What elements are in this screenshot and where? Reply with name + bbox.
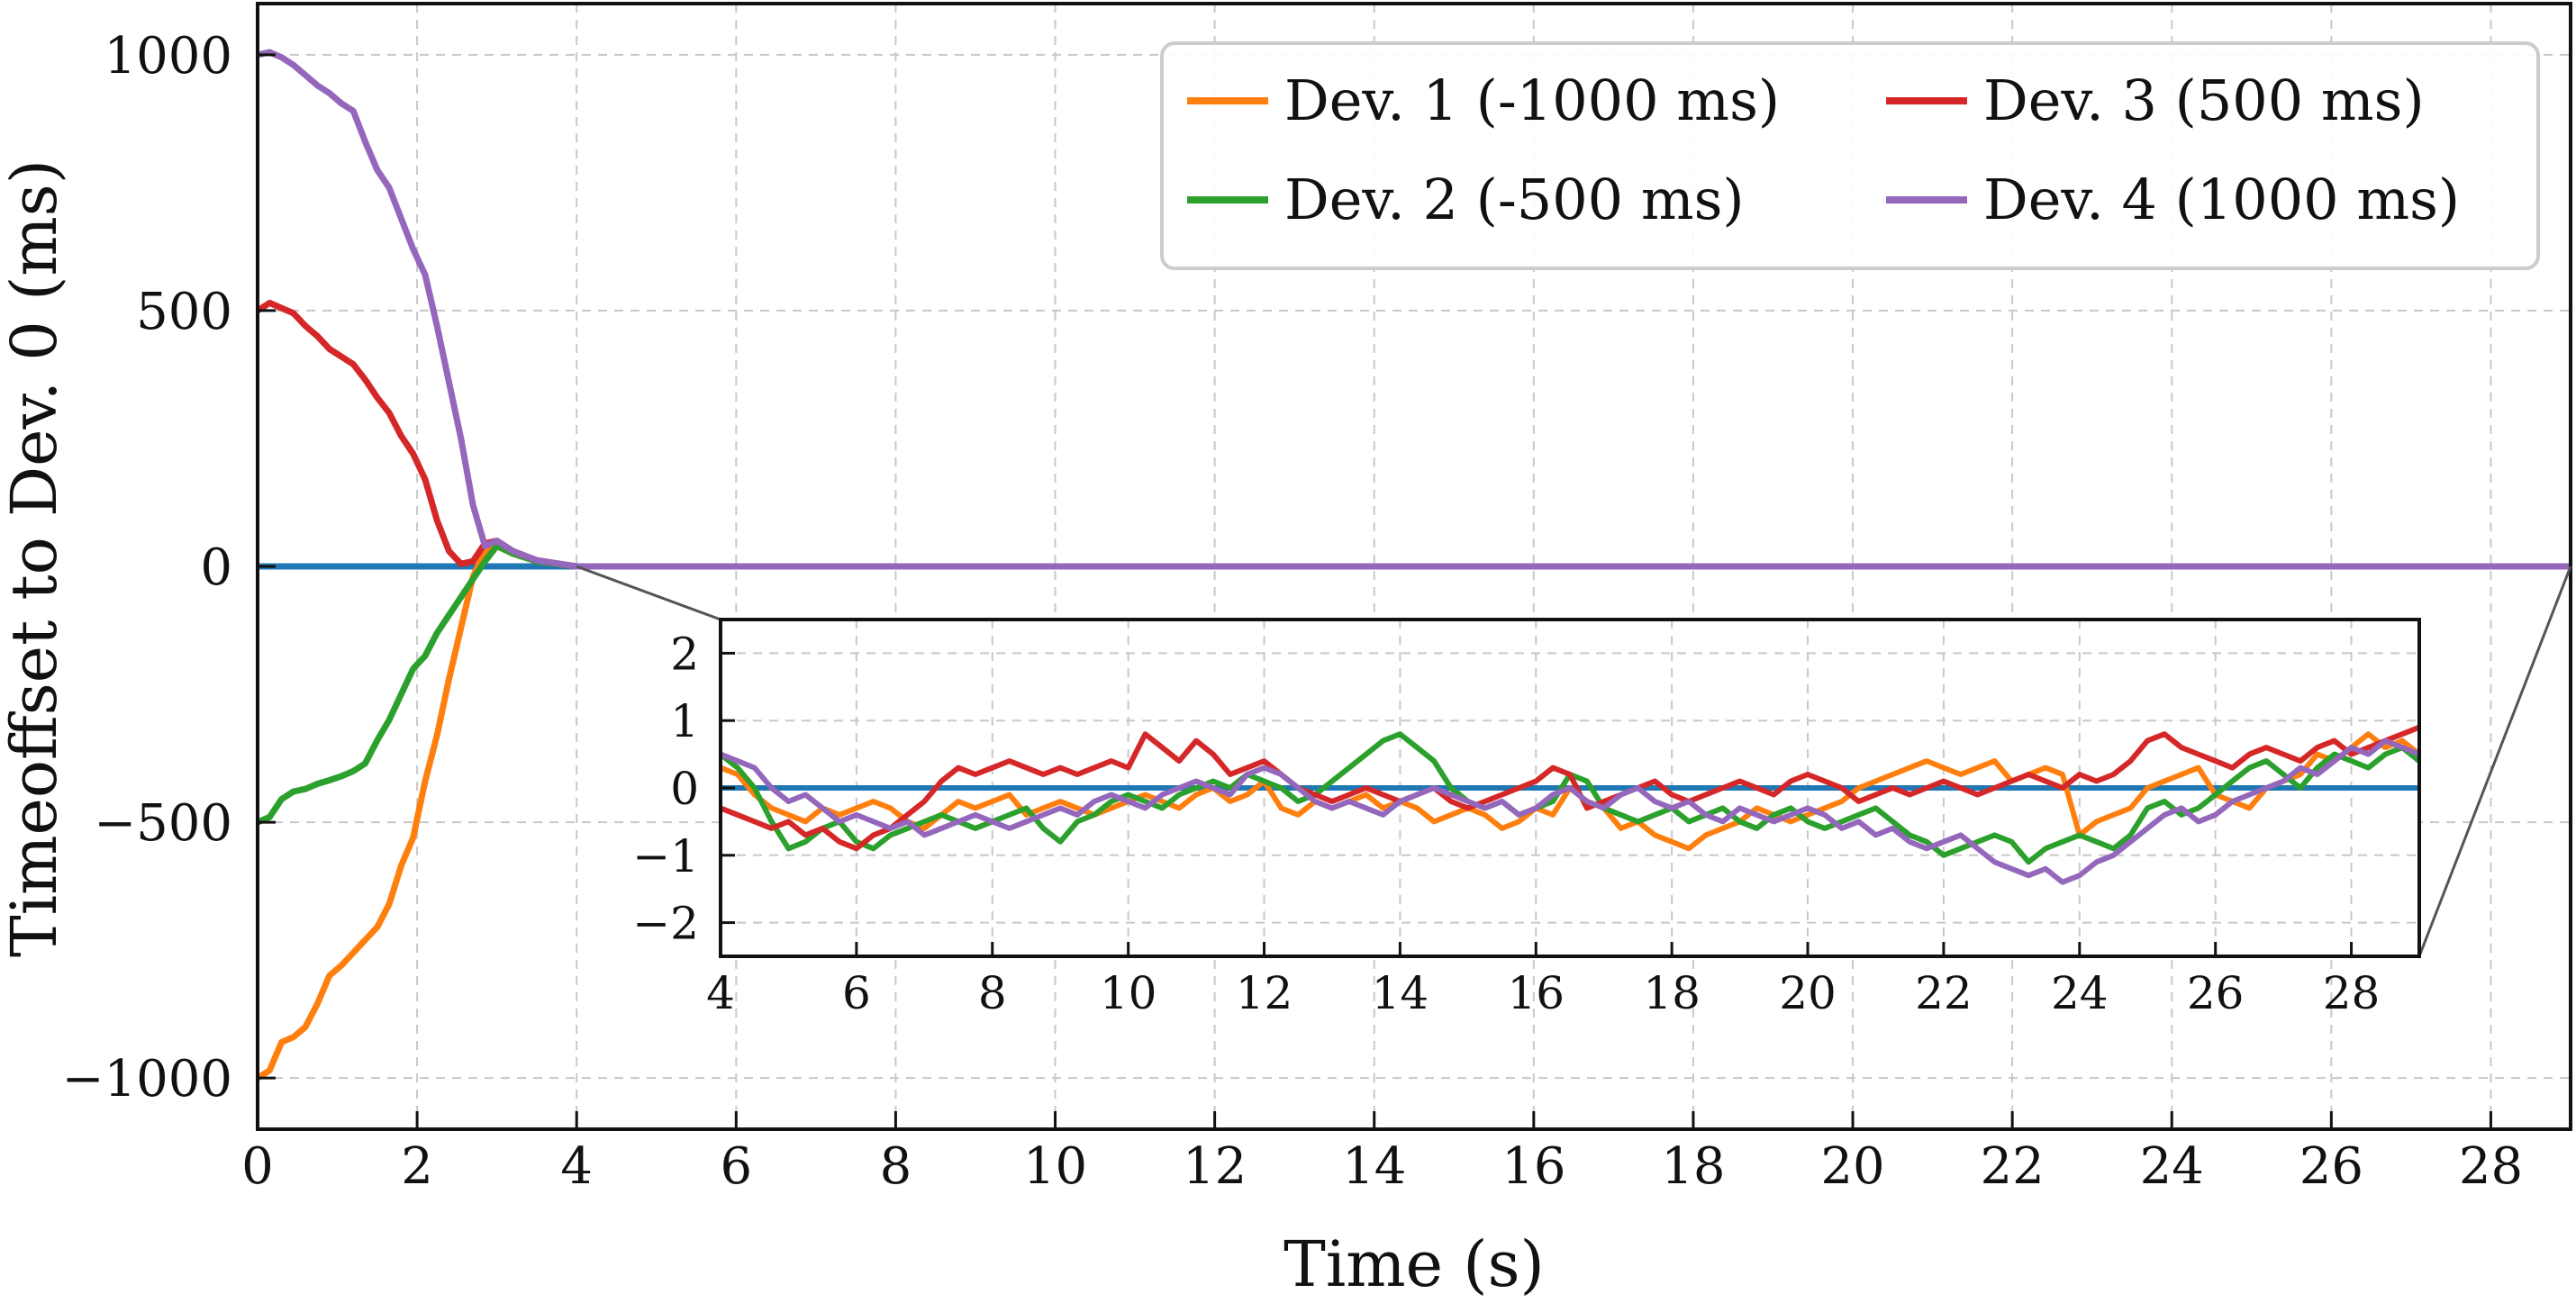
inset-series-lines [719, 724, 2421, 885]
inset-x-tick-label-7: 18 [1643, 967, 1701, 1019]
x-tick-label-6: 12 [1183, 1137, 1247, 1196]
legend-label-dev3: Dev. 3 (500 ms) [1983, 68, 2425, 133]
x-tick-label-9: 18 [1661, 1137, 1725, 1196]
legend: Dev. 1 (-1000 ms) Dev. 3 (500 ms) Dev. 2… [1160, 41, 2540, 270]
connector-left [576, 565, 721, 621]
inset-x-tick-label-4: 12 [1236, 967, 1293, 1019]
x-tick-label-11: 22 [1981, 1137, 2045, 1196]
y-axis-label: Timeoffset to Dev. 0 (ms) [0, 159, 71, 957]
inset-y-tick-label-3: 1 [670, 695, 699, 747]
main-series-lines [256, 49, 2571, 1081]
series-line-dev2 [256, 542, 2571, 826]
y-tick-label-0: −1000 [62, 1050, 232, 1108]
x-axis-label: Time (s) [1283, 1227, 1545, 1301]
inset-x-tick-label-8: 20 [1779, 967, 1837, 1019]
inset-x-tick-label-6: 16 [1507, 967, 1565, 1019]
x-tick-label-2: 4 [560, 1137, 593, 1196]
x-tick-label-4: 8 [880, 1137, 912, 1196]
x-tick-label-7: 14 [1342, 1137, 1406, 1196]
inset-x-tick-label-10: 24 [2051, 967, 2109, 1019]
legend-label-dev4: Dev. 4 (1000 ms) [1983, 167, 2460, 232]
x-tick-label-3: 6 [720, 1137, 752, 1196]
inset-connector-lines [576, 565, 2572, 957]
x-tick-label-1: 2 [401, 1137, 433, 1196]
series-line-dev3 [256, 299, 2571, 570]
inset-x-tick-label-12: 28 [2323, 967, 2381, 1019]
series-line-dev4 [257, 49, 2571, 570]
x-tick-label-8: 16 [1501, 1137, 1565, 1196]
y-tick-label-1: −500 [94, 794, 232, 853]
inset-y-tick-label-4: 2 [670, 628, 699, 680]
legend-box [1160, 41, 2540, 270]
legend-label-dev2: Dev. 2 (-500 ms) [1284, 167, 1745, 232]
y-tick-label-4: 1000 [104, 27, 232, 86]
x-tick-label-10: 20 [1820, 1137, 1884, 1196]
x-tick-label-5: 10 [1023, 1137, 1087, 1196]
inset-series-line-dev3 [719, 724, 2421, 852]
inset-x-tick-label-11: 26 [2187, 967, 2245, 1019]
inset-x-tick-label-2: 8 [978, 967, 1007, 1019]
main-axis-ticks: 0 2 4 6 8 10 12 14 16 18 20 22 24 26 28−1000−500050010… [62, 27, 2524, 1196]
inset-y-tick-label-0: −2 [632, 898, 699, 950]
inset-x-tick-label-1: 6 [842, 967, 871, 1019]
inset-x-tick-label-0: 4 [706, 967, 735, 1019]
x-tick-label-12: 24 [2140, 1137, 2204, 1196]
inset-y-tick-label-1: −1 [632, 830, 699, 882]
inset-x-tick-label-9: 22 [1915, 967, 1973, 1019]
x-tick-label-13: 26 [2299, 1137, 2363, 1196]
x-tick-label-0: 0 [241, 1137, 274, 1196]
y-tick-label-3: 500 [136, 283, 232, 341]
connector-right [2417, 566, 2572, 957]
y-tick-label-2: 0 [200, 538, 232, 597]
inset-series-line-dev4 [719, 737, 2421, 885]
x-tick-label-14: 28 [2459, 1137, 2523, 1196]
inset-x-tick-label-3: 10 [1100, 967, 1157, 1019]
legend-label-dev1: Dev. 1 (-1000 ms) [1284, 68, 1780, 133]
inset-y-tick-label-2: 0 [670, 763, 699, 815]
inset-x-tick-label-5: 14 [1372, 967, 1429, 1019]
